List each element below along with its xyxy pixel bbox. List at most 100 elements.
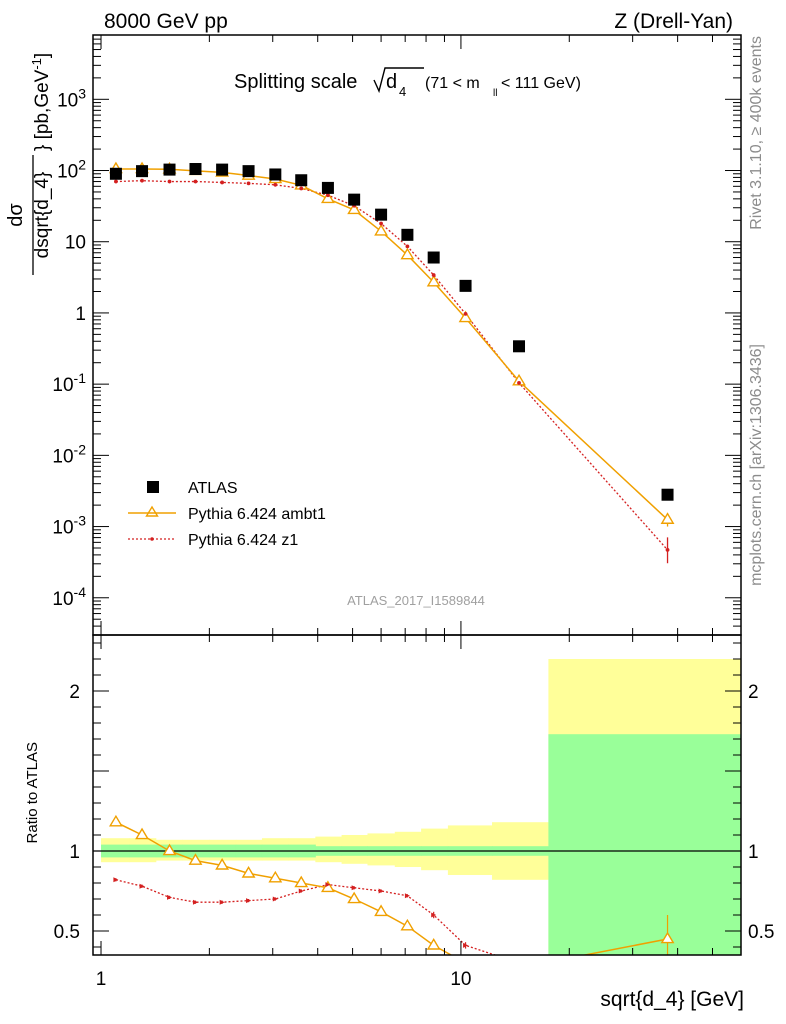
ambt1-ratio-point bbox=[162, 843, 177, 856]
main-y-axis-label: dσ dsqrt{d_4} } [pb,GeV-1] bbox=[5, 53, 53, 275]
y-tick-label: 10-1 bbox=[52, 370, 86, 396]
z1-ratio-line bbox=[115, 879, 497, 955]
z1-ratio-point bbox=[298, 888, 304, 894]
y-tick-label: 1 bbox=[75, 304, 86, 325]
ylabel-numerator: dσ bbox=[5, 203, 27, 227]
ratio-uncertainty-bands bbox=[101, 659, 741, 955]
ratio-y-axis-label: Ratio to ATLAS bbox=[24, 742, 41, 843]
ambt1-point bbox=[374, 223, 389, 236]
ylabel-denominator: dsqrt{d_4} bbox=[32, 172, 53, 259]
atlas-point bbox=[216, 163, 229, 176]
atlas-point bbox=[189, 163, 202, 176]
atlas-point bbox=[459, 279, 472, 292]
atlas-point bbox=[427, 251, 440, 264]
ratio-y-tick-label-right: 2 bbox=[748, 682, 759, 703]
sqrt-symbol bbox=[373, 67, 424, 94]
z1-ratio-point bbox=[463, 942, 469, 948]
ratio-y-tick-label-left: 0.5 bbox=[54, 922, 80, 943]
title-d-text: d bbox=[386, 71, 397, 93]
ambt1-ratio-point bbox=[374, 904, 389, 917]
ambt1-ratio-point bbox=[215, 858, 230, 870]
title-main-text: Splitting scale bbox=[234, 71, 357, 93]
z1-ratio-point bbox=[167, 894, 173, 900]
ylabel-unit: } [pb,GeV-1] bbox=[29, 53, 53, 151]
atlas-point bbox=[136, 165, 149, 178]
y-tick-label: 103 bbox=[57, 85, 86, 111]
z1-ratio-point bbox=[246, 898, 252, 904]
legend-ambt1-label: Pythia 6.424 ambt1 bbox=[188, 506, 326, 523]
z1-point bbox=[517, 381, 521, 385]
z1-ratio-point bbox=[219, 899, 225, 905]
ambt1-ratio-point bbox=[294, 875, 309, 888]
ratio-axis-ticks: 1 10 0.5 0.5 1 1 2 2 bbox=[54, 635, 774, 990]
ambt1-series-line bbox=[115, 168, 669, 521]
atlas-point bbox=[513, 340, 526, 353]
inner-uncertainty-band bbox=[548, 734, 741, 955]
z1-point bbox=[463, 311, 468, 316]
z1-point bbox=[273, 182, 278, 187]
z1-ratio-point bbox=[325, 882, 331, 888]
ambt1-ratio-point bbox=[268, 870, 283, 883]
main-plot-panel: 10-4 10-3 10-2 10-1 1 10 102 103 Splitting scal… bbox=[5, 34, 742, 636]
z1-ratio-point bbox=[272, 896, 278, 902]
z1-point bbox=[220, 180, 225, 185]
ambt1-ratio-point bbox=[660, 931, 675, 944]
ambt1-point bbox=[320, 191, 335, 204]
main-series-group bbox=[108, 161, 675, 564]
ambt1-point bbox=[400, 247, 415, 260]
z1-point bbox=[140, 178, 144, 183]
rivet-version-label: Rivet 3.1.10, ≥ 400k events bbox=[748, 36, 765, 230]
y-tick-label: 10 bbox=[65, 233, 86, 254]
z1-point bbox=[326, 193, 330, 198]
ambt1-ratio-point bbox=[513, 962, 524, 972]
z1-point bbox=[665, 548, 670, 552]
y-tick-label: 102 bbox=[57, 157, 86, 183]
main-axis-ticks: 10-4 10-3 10-2 10-1 1 10 102 103 bbox=[52, 34, 742, 636]
ratio-y-tick-label-left: 1 bbox=[69, 842, 80, 863]
legend-z1-label: Pythia 6.424 z1 bbox=[188, 532, 298, 549]
z1-point bbox=[379, 221, 383, 226]
y-tick-label: 10-4 bbox=[52, 584, 86, 610]
ratio-y-tick-label-left: 2 bbox=[69, 682, 80, 703]
atlas-point bbox=[269, 168, 282, 181]
atlas-point bbox=[163, 163, 176, 176]
analysis-watermark: ATLAS_2017_I1589844 bbox=[347, 593, 485, 608]
header-energy: 8000 GeV pp bbox=[104, 10, 228, 33]
x-axis-label: sqrt{d_4} [GeV] bbox=[600, 988, 744, 1011]
ratio-plot-frame bbox=[92, 634, 742, 956]
title-d-subscript: 4 bbox=[399, 84, 406, 99]
z1-point bbox=[114, 179, 118, 184]
ambt1-ratio-point bbox=[426, 938, 441, 950]
legend-ambt1-marker bbox=[145, 505, 159, 517]
ambt1-ratio-point bbox=[347, 891, 362, 904]
atlas-point bbox=[348, 193, 361, 206]
ambt1-ratio-point bbox=[241, 866, 256, 878]
z1-ratio-point bbox=[404, 893, 410, 899]
legend-z1-marker bbox=[150, 537, 154, 541]
y-tick-label: 10-2 bbox=[52, 441, 86, 467]
atlas-point bbox=[401, 228, 414, 241]
atlas-point bbox=[295, 174, 308, 187]
z1-ratio-point bbox=[139, 883, 145, 889]
ratio-plot-panel: 1 10 0.5 0.5 1 1 2 2 Ratio to ATLAS bbox=[24, 634, 774, 990]
z1-ratio-point bbox=[113, 877, 119, 883]
x-tick-label: 1 bbox=[96, 969, 107, 990]
atlas-point bbox=[109, 167, 122, 180]
ratio-series-group bbox=[108, 814, 675, 972]
ambt1-ratio-point bbox=[460, 957, 471, 967]
legend-atlas-label: ATLAS bbox=[188, 480, 238, 497]
y-tick-label: 10-3 bbox=[52, 513, 86, 539]
z1-ratio-point bbox=[517, 961, 522, 966]
z1-series-line bbox=[115, 180, 669, 551]
title-range-text: (71 < m bbox=[425, 75, 480, 92]
ratio-y-tick-label-right: 0.5 bbox=[748, 922, 774, 943]
ambt1-ratio-point bbox=[135, 827, 149, 840]
ambt1-point bbox=[458, 310, 473, 323]
ambt1-point bbox=[426, 274, 441, 287]
z1-ratio-point bbox=[431, 912, 437, 918]
z1-point bbox=[431, 273, 436, 277]
z1-ratio-point bbox=[351, 885, 357, 891]
main-title: Splitting scale d 4 (71 < m ll < 111 GeV… bbox=[234, 67, 581, 99]
legend-atlas-marker bbox=[147, 481, 159, 493]
